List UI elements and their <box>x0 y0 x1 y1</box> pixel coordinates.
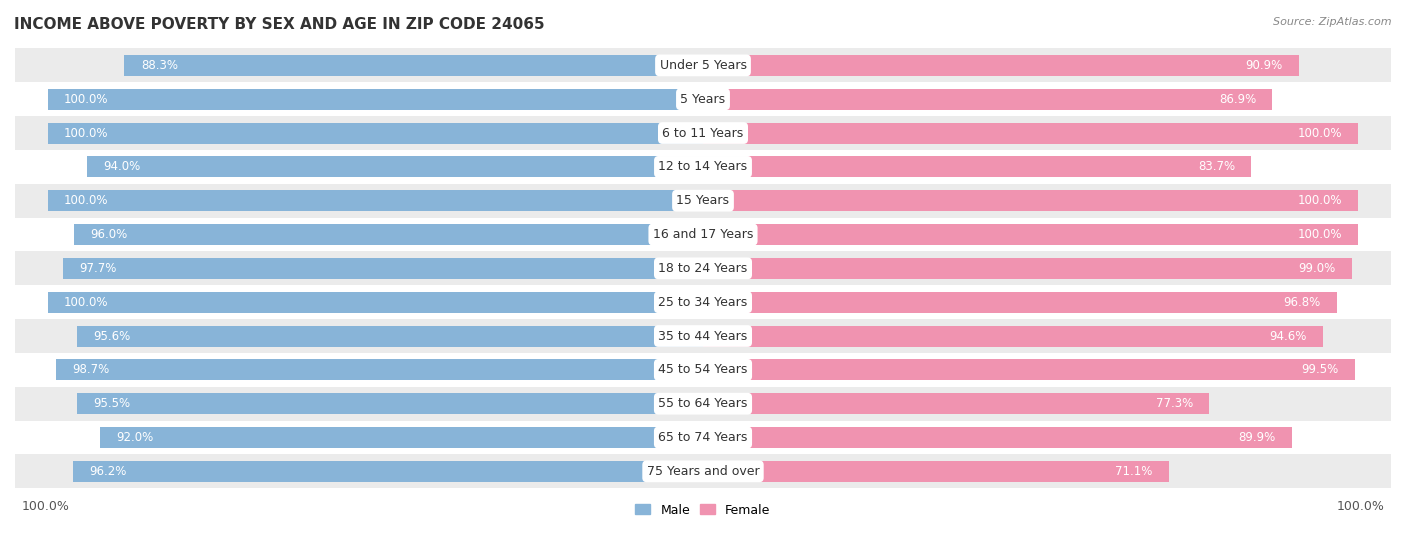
Text: 75 Years and over: 75 Years and over <box>647 465 759 478</box>
Text: 96.0%: 96.0% <box>90 228 128 241</box>
Bar <box>703 461 1168 482</box>
Bar <box>76 325 703 347</box>
Bar <box>703 258 1351 279</box>
Text: 65 to 74 Years: 65 to 74 Years <box>658 431 748 444</box>
Text: 100.0%: 100.0% <box>65 127 108 140</box>
Text: 96.2%: 96.2% <box>89 465 127 478</box>
Bar <box>56 359 703 381</box>
Text: 100.0%: 100.0% <box>1337 500 1385 513</box>
Text: 35 to 44 Years: 35 to 44 Years <box>658 330 748 343</box>
Text: 100.0%: 100.0% <box>65 194 108 207</box>
Text: 88.3%: 88.3% <box>141 59 177 72</box>
Text: 12 to 14 Years: 12 to 14 Years <box>658 160 748 174</box>
Text: 25 to 34 Years: 25 to 34 Years <box>658 296 748 309</box>
Bar <box>703 224 1358 245</box>
Bar <box>15 319 1391 353</box>
Text: 90.9%: 90.9% <box>1244 59 1282 72</box>
Bar <box>15 421 1391 454</box>
Bar <box>703 359 1355 381</box>
Bar <box>703 325 1323 347</box>
Text: 97.7%: 97.7% <box>79 262 117 275</box>
Bar <box>15 285 1391 319</box>
Bar <box>48 89 703 110</box>
Text: 95.6%: 95.6% <box>93 330 131 343</box>
Text: 100.0%: 100.0% <box>1298 194 1341 207</box>
Text: 83.7%: 83.7% <box>1198 160 1234 174</box>
Text: Under 5 Years: Under 5 Years <box>659 59 747 72</box>
Text: 89.9%: 89.9% <box>1239 431 1275 444</box>
Text: Source: ZipAtlas.com: Source: ZipAtlas.com <box>1274 17 1392 27</box>
Bar <box>703 55 1299 76</box>
Text: 94.6%: 94.6% <box>1270 330 1306 343</box>
Bar <box>15 184 1391 218</box>
Bar <box>75 224 703 245</box>
Bar <box>703 190 1358 211</box>
Bar <box>703 89 1272 110</box>
Text: 18 to 24 Years: 18 to 24 Years <box>658 262 748 275</box>
Bar <box>15 116 1391 150</box>
Bar <box>15 353 1391 387</box>
Text: 98.7%: 98.7% <box>73 363 110 376</box>
Text: 99.5%: 99.5% <box>1302 363 1339 376</box>
Bar <box>48 190 703 211</box>
Text: 96.8%: 96.8% <box>1284 296 1320 309</box>
Text: 71.1%: 71.1% <box>1115 465 1153 478</box>
Text: 16 and 17 Years: 16 and 17 Years <box>652 228 754 241</box>
Text: 100.0%: 100.0% <box>21 500 69 513</box>
Bar <box>15 49 1391 83</box>
Text: 92.0%: 92.0% <box>117 431 153 444</box>
Bar <box>703 427 1292 448</box>
Text: 77.3%: 77.3% <box>1156 397 1194 410</box>
Text: 100.0%: 100.0% <box>65 296 108 309</box>
Bar <box>73 461 703 482</box>
Text: 15 Years: 15 Years <box>676 194 730 207</box>
Text: 45 to 54 Years: 45 to 54 Years <box>658 363 748 376</box>
Bar <box>15 218 1391 252</box>
Text: 100.0%: 100.0% <box>1298 127 1341 140</box>
Bar <box>87 156 703 177</box>
Text: 99.0%: 99.0% <box>1298 262 1336 275</box>
Text: 95.5%: 95.5% <box>94 397 131 410</box>
Bar <box>703 393 1209 414</box>
Bar <box>48 292 703 312</box>
Text: 100.0%: 100.0% <box>1298 228 1341 241</box>
Bar <box>124 55 703 76</box>
Text: 100.0%: 100.0% <box>65 93 108 105</box>
Bar <box>100 427 703 448</box>
Bar <box>703 123 1358 143</box>
Bar <box>15 454 1391 488</box>
Bar <box>15 83 1391 116</box>
Bar <box>703 156 1251 177</box>
Bar <box>15 252 1391 285</box>
Legend: Male, Female: Male, Female <box>630 499 776 522</box>
Bar <box>63 258 703 279</box>
Text: 6 to 11 Years: 6 to 11 Years <box>662 127 744 140</box>
Text: 94.0%: 94.0% <box>104 160 141 174</box>
Text: 55 to 64 Years: 55 to 64 Years <box>658 397 748 410</box>
Text: INCOME ABOVE POVERTY BY SEX AND AGE IN ZIP CODE 24065: INCOME ABOVE POVERTY BY SEX AND AGE IN Z… <box>14 17 544 32</box>
Bar <box>77 393 703 414</box>
Bar <box>15 387 1391 421</box>
Text: 5 Years: 5 Years <box>681 93 725 105</box>
Bar <box>703 292 1337 312</box>
Bar <box>48 123 703 143</box>
Text: 86.9%: 86.9% <box>1219 93 1256 105</box>
Bar <box>15 150 1391 184</box>
